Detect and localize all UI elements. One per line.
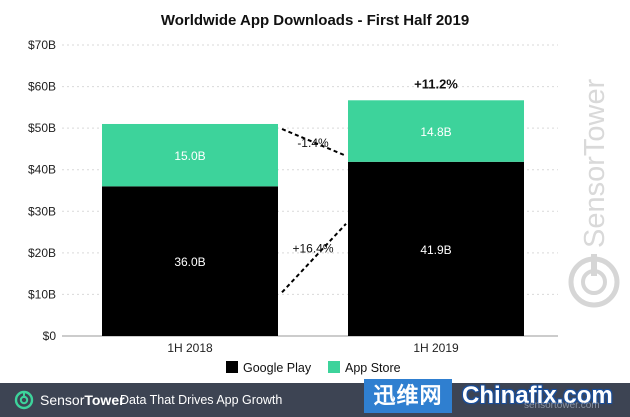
total-change-label: +11.2% bbox=[414, 76, 458, 91]
app-store-change-connector bbox=[281, 128, 347, 157]
x-tick-label: 1H 2018 bbox=[167, 341, 213, 355]
chart: Worldwide App Downloads - First Half 201… bbox=[28, 12, 620, 375]
y-tick-label: $60B bbox=[28, 80, 56, 94]
overlay-brand: Chinafix.com bbox=[462, 382, 613, 409]
y-tick-label: $40B bbox=[28, 163, 56, 177]
y-tick-label: $70B bbox=[28, 38, 56, 52]
google-play-change-label: +16.4% bbox=[292, 241, 333, 255]
power-logo-icon bbox=[568, 254, 620, 308]
bar-value-label: 14.8B bbox=[420, 125, 451, 139]
bar-google-play bbox=[348, 161, 524, 336]
bar-value-label: 41.9B bbox=[420, 243, 451, 257]
legend-label: Google Play bbox=[243, 361, 312, 375]
legend-label: App Store bbox=[345, 361, 401, 375]
bar-google-play bbox=[102, 186, 278, 336]
sensortower-logo-icon bbox=[14, 390, 34, 410]
x-axis-tick-labels: 1H 2018 1H 2019 bbox=[167, 341, 459, 355]
footer-bar: SensorTower Data That Drives App Growth bbox=[0, 383, 630, 417]
watermark-text: SensorTower bbox=[579, 78, 611, 248]
bar-value-label: 15.0B bbox=[174, 149, 205, 163]
bar-value-label: 36.0B bbox=[174, 255, 205, 269]
y-tick-label: $10B bbox=[28, 287, 56, 301]
legend: Google Play App Store bbox=[226, 361, 401, 375]
chart-title: Worldwide App Downloads - First Half 201… bbox=[161, 12, 469, 29]
y-tick-label: $0 bbox=[43, 329, 57, 343]
y-tick-label: $20B bbox=[28, 246, 56, 260]
bar-app-store bbox=[348, 100, 524, 162]
bars bbox=[102, 100, 524, 336]
x-tick-label: 1H 2019 bbox=[413, 341, 459, 355]
y-tick-label: $50B bbox=[28, 121, 56, 135]
footer-tagline: Data That Drives App Growth bbox=[120, 393, 283, 407]
y-axis-tick-labels: $0 $10B $20B $30B $40B $50B $60B $70B bbox=[28, 38, 56, 343]
google-play-change-connector bbox=[281, 223, 347, 294]
app-store-change-label: -1.4% bbox=[297, 136, 329, 150]
bar-labels: 36.0B 15.0B 41.9B 14.8B bbox=[174, 125, 451, 269]
brand-tower: Tower bbox=[84, 392, 125, 408]
sensortower-watermark: SensorTower bbox=[568, 78, 620, 308]
annotations: -1.4% +16.4% +11.2% bbox=[281, 76, 458, 294]
bar-app-store bbox=[102, 123, 278, 187]
legend-swatch bbox=[328, 361, 340, 373]
brand-sensor: Sensor bbox=[40, 392, 85, 408]
y-tick-label: $30B bbox=[28, 204, 56, 218]
overlay-badge: 迅维网 bbox=[364, 379, 452, 413]
legend-swatch bbox=[226, 361, 238, 373]
overlay-sub: sensortower.com bbox=[524, 400, 600, 411]
footer-brand: SensorTower bbox=[40, 392, 125, 408]
